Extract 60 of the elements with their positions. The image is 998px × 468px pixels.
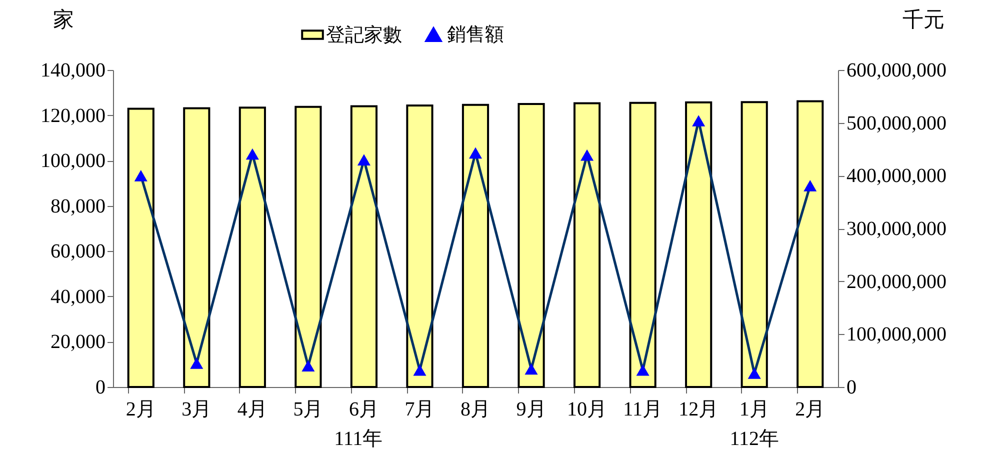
- point: [468, 147, 482, 159]
- bar: [183, 107, 210, 388]
- bar: [406, 104, 434, 388]
- point: [413, 364, 426, 376]
- point: [580, 149, 594, 161]
- x-tick-label: 5月: [293, 398, 324, 420]
- x-tick-label: 7月: [404, 398, 435, 420]
- x-tick-label: 12月: [678, 398, 719, 420]
- point: [246, 148, 259, 160]
- bar: [518, 102, 545, 388]
- y-tick-label: 0: [96, 376, 106, 398]
- x-tick-label: 4月: [237, 398, 268, 420]
- x-tick-label: 1月: [739, 398, 770, 420]
- point: [748, 368, 761, 379]
- y2-tick-label: 600,000,000: [846, 60, 946, 82]
- bar: [685, 101, 712, 388]
- point: [692, 115, 706, 126]
- x-tick-label: 2月: [126, 398, 156, 420]
- x-tick-label: 6月: [348, 398, 379, 420]
- y-tick-label: 120,000: [40, 104, 106, 127]
- bar: [294, 106, 322, 388]
- y2-axis-title: 千元: [902, 8, 944, 32]
- x-tick-label: 8月: [460, 398, 490, 420]
- point: [524, 363, 538, 375]
- y2-tick-label: 200,000,000: [846, 270, 946, 293]
- y2-tick-label: 400,000,000: [846, 165, 946, 188]
- legend-label: 銷售額: [447, 24, 504, 46]
- x-tick-label: 10月: [567, 398, 608, 420]
- point: [190, 358, 204, 369]
- point: [804, 180, 817, 192]
- y-axis-title: 家: [53, 8, 74, 32]
- x-tick-label: 2月: [795, 398, 826, 420]
- bar: [127, 108, 154, 388]
- bar: [350, 105, 378, 388]
- bar: [573, 102, 601, 388]
- y2-tick-label: 300,000,000: [846, 218, 946, 240]
- bar: [796, 100, 824, 388]
- bar: [629, 102, 656, 388]
- legend-label: 登記家數: [326, 24, 402, 46]
- y-tick-label: 140,000: [40, 60, 106, 82]
- y2-tick-label: 500,000,000: [846, 112, 946, 134]
- y-tick-label: 80,000: [50, 195, 106, 218]
- bar: [238, 106, 266, 388]
- bar: [740, 101, 768, 388]
- x-tick-label: 9月: [516, 398, 546, 420]
- x-tick-label: 11月: [623, 398, 662, 420]
- y2-tick-label: 100,000,000: [846, 324, 946, 346]
- y2-tick-label: 0: [846, 376, 856, 398]
- y-tick-label: 40,000: [50, 286, 106, 308]
- text: 111年: [334, 428, 383, 450]
- point: [357, 154, 370, 166]
- point: [302, 360, 315, 372]
- point: [636, 364, 650, 376]
- text: 112年: [730, 428, 779, 450]
- bar: [462, 104, 490, 388]
- y-tick-label: 100,000: [40, 150, 106, 172]
- y-tick-label: 60,000: [50, 240, 106, 263]
- y-tick-label: 20,000: [50, 331, 106, 354]
- x-tick-label: 3月: [182, 398, 212, 420]
- point: [134, 170, 148, 182]
